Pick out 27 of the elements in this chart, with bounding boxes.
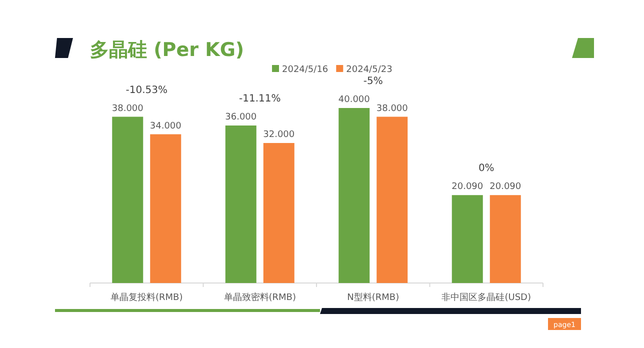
- data-label: 38.000: [112, 104, 144, 114]
- data-label: 20.090: [452, 182, 484, 192]
- x-tick-label: 单晶致密料(RMB): [224, 292, 296, 303]
- data-label: 32.000: [263, 130, 295, 140]
- x-tick-label: 非中国区多晶硅(USD): [442, 292, 532, 303]
- data-label: 36.000: [225, 112, 257, 122]
- bar: [338, 108, 370, 283]
- data-label: 20.090: [490, 182, 522, 192]
- annotation: 0%: [478, 163, 494, 174]
- data-label: 38.000: [376, 104, 408, 114]
- bar: [490, 195, 521, 283]
- legend-label: 2024/5/23: [346, 65, 392, 75]
- text: -5%: [363, 76, 383, 87]
- legend-label: 2024/5/16: [282, 65, 328, 75]
- bar: [225, 126, 256, 283]
- bar: [452, 195, 483, 283]
- text: -11.11%: [239, 94, 281, 104]
- data-label: 40.000: [338, 95, 370, 105]
- bar: [112, 116, 144, 283]
- bar: [376, 116, 408, 283]
- data-label: 34.000: [150, 121, 182, 132]
- x-tick-label: N型料(RMB): [347, 292, 400, 303]
- x-tick-label: 单晶复投料(RMB): [110, 292, 183, 303]
- bar: [150, 134, 182, 283]
- chart-title: 多晶硅 (Per KG): [90, 39, 244, 61]
- text: -10.53%: [126, 84, 168, 96]
- bar: [263, 143, 294, 283]
